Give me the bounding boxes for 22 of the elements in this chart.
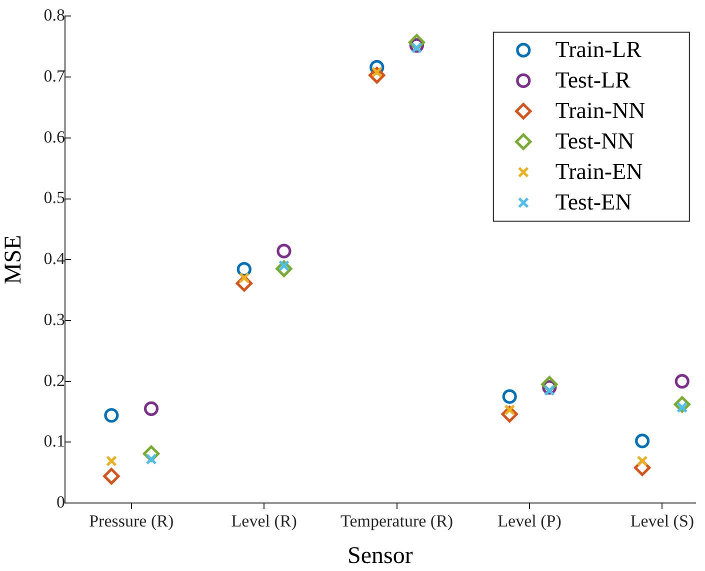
legend-label: Train-EN xyxy=(555,159,644,184)
legend-label: Test-EN xyxy=(555,190,632,215)
x-tick-label: Level (S) xyxy=(630,512,694,531)
y-tick-label: 0.3 xyxy=(44,310,65,329)
x-tick-label: Level (P) xyxy=(498,512,562,531)
y-tick-label: 0.1 xyxy=(44,432,65,451)
x-tick-label: Pressure (R) xyxy=(89,512,174,531)
legend-label: Train-NN xyxy=(555,98,646,124)
y-tick-label: 0.6 xyxy=(44,127,65,146)
legend-label: Test-NN xyxy=(555,128,635,154)
y-tick-label: 0.2 xyxy=(44,370,65,390)
y-tick-label: 0.7 xyxy=(44,66,66,86)
x-axis-title: Sensor xyxy=(348,542,413,569)
y-tick-label: 0.4 xyxy=(44,249,66,268)
y-axis-title: MSE xyxy=(0,234,27,284)
y-tick-label: 0.8 xyxy=(44,6,65,25)
legend-label: Train-LR xyxy=(555,37,642,62)
y-tick-label: 0.5 xyxy=(44,188,65,208)
legend-label: Test-LR xyxy=(555,68,632,93)
x-tick-label: Level (R) xyxy=(231,512,297,531)
x-tick-label: Temperature (R) xyxy=(340,512,454,531)
y-tick-label: 0 xyxy=(56,492,65,512)
